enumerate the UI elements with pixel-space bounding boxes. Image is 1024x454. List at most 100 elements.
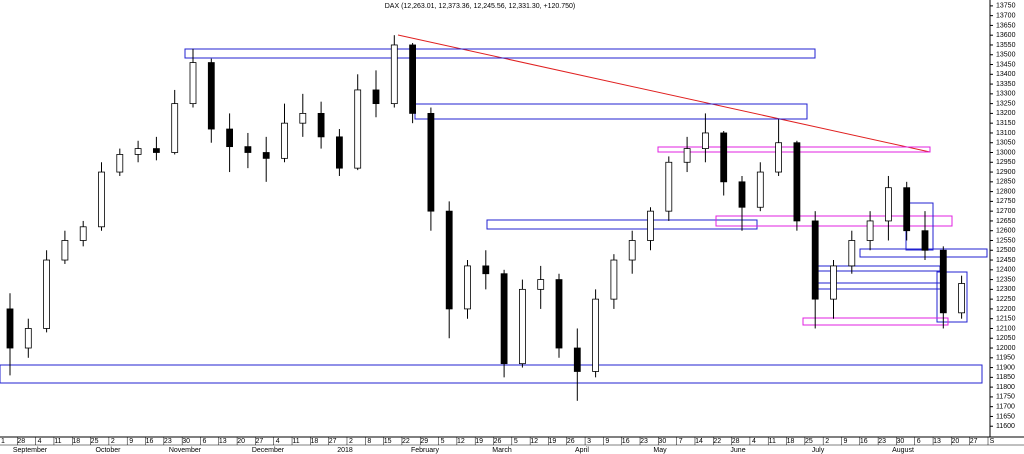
candle-body [61,240,69,261]
candle-body [262,152,270,159]
x-tick-label: 18 [310,438,318,445]
x-tick-label: 27 [970,438,978,445]
month-label: February [411,447,440,454]
candle-body [299,112,307,124]
y-tick-label: 12300 [996,286,1016,293]
candle-body [152,148,160,153]
month-label: November [169,447,202,454]
x-tick-label: 9 [605,438,609,445]
x-tick-label: 23 [878,438,886,445]
candle-body [43,259,50,329]
candle-body [207,62,215,130]
candle-body [189,62,197,105]
x-tick-label: 6 [203,438,207,445]
x-tick-label: 18 [787,438,795,445]
candle-body [537,279,545,290]
candle-body [921,230,929,251]
month-label: May [653,447,667,454]
y-tick-label: 13000 [996,149,1016,156]
y-tick-label: 11950 [996,355,1015,362]
candle-body [335,136,343,169]
x-tick-label: S [990,438,995,445]
month-label: September [13,447,48,454]
y-tick-label: 13450 [996,61,1016,68]
y-tick-label: 12150 [996,316,1016,323]
candle-body [866,220,874,241]
x-tick-label: 23 [640,438,648,445]
candle-body [756,171,764,208]
candle-body [903,187,911,232]
candle-body [939,249,947,314]
y-tick-label: 11850 [996,374,1015,381]
month-label: March [492,447,512,454]
candle-body [354,89,362,169]
candle-body [885,187,892,222]
x-tick-label: 30 [658,438,666,445]
candle-body [592,298,599,372]
x-tick-label: 26 [494,438,502,445]
y-tick-label: 12800 [996,188,1016,195]
x-tick-label: 22 [713,438,721,445]
candle-body [519,288,526,365]
candle-body [244,146,252,153]
y-tick-label: 13200 [996,110,1016,117]
candle-body [6,308,14,349]
y-tick-label: 12400 [996,267,1016,274]
y-tick-label: 12550 [996,237,1016,244]
x-tick-label: 16 [860,438,868,445]
candle-body [445,210,453,310]
candle-body [610,259,618,300]
zone-box [184,48,816,59]
y-tick-label: 12950 [996,159,1016,166]
y-tick-label: 13500 [996,52,1016,59]
candle-body [573,347,581,372]
x-tick-label: 28 [732,438,740,445]
candle-body [555,279,563,349]
month-label: August [892,447,914,454]
x-tick-label: 6 [917,438,921,445]
month-label: October [96,447,122,454]
candle-body [628,240,636,261]
x-tick-label: 25 [91,438,99,445]
candle-body [647,210,654,241]
y-tick-label: 12350 [996,276,1016,283]
candle-body [958,283,965,314]
x-tick-label: 11 [54,438,61,445]
candle-body [738,181,746,208]
y-tick-label: 12900 [996,169,1016,176]
candle-body [702,132,709,149]
x-tick-label: 11 [769,438,776,445]
x-tick-label: 2 [825,438,829,445]
x-tick-label: 5 [514,438,518,445]
y-tick-label: 13400 [996,71,1016,78]
y-tick-label: 12650 [996,218,1016,225]
y-tick-label: 12450 [996,257,1016,264]
candle-body [464,265,471,310]
x-tick-label: 12 [457,438,465,445]
x-tick-label: 29 [420,438,428,445]
x-tick-label: 16 [146,438,154,445]
x-tick-label: 30 [182,438,190,445]
x-tick-label: 18 [72,438,80,445]
y-tick-label: 13350 [996,81,1016,88]
x-tick-label: 9 [129,438,133,445]
x-tick-label: 4 [276,438,280,445]
x-tick-label: 12 [530,438,538,445]
candle-body [79,226,87,241]
y-tick-label: 13700 [996,12,1016,19]
x-tick-label: 26 [567,438,575,445]
y-tick-label: 12100 [996,325,1016,332]
y-tick-label: 13150 [996,120,1016,127]
x-tick-label: 2 [111,438,115,445]
chart-title: DAX (12,263.01, 12,373.36, 12,245.56, 12… [385,3,576,10]
x-tick-label: 16 [622,438,630,445]
x-tick-label: 14 [695,438,703,445]
x-tick-label: 7 [679,438,683,445]
y-tick-label: 12500 [996,247,1016,254]
x-tick-label: 4 [752,438,756,445]
candle-body [500,273,508,365]
x-tick-label: 2 [349,438,353,445]
candle-body [848,240,856,267]
x-tick-label: 25 [805,438,813,445]
